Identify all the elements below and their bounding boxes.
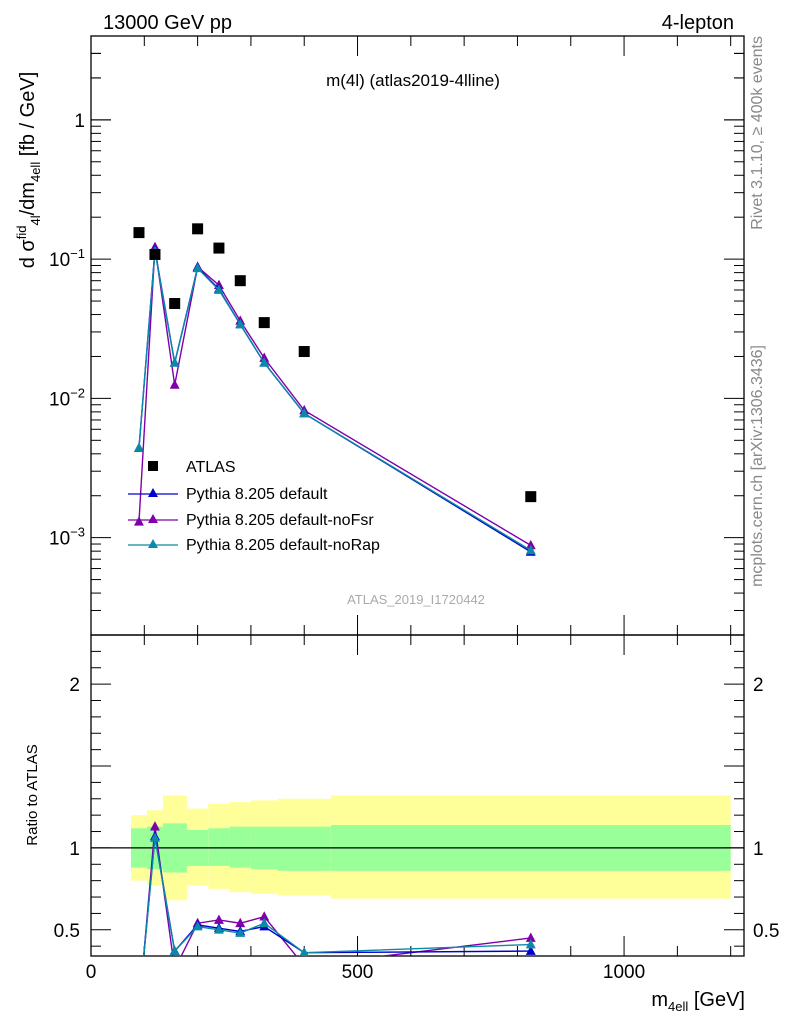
atlas-point [169, 298, 181, 310]
ratio-point-noFsr [525, 932, 536, 942]
ratio-point-noFsr [150, 821, 160, 831]
series-noRap [134, 245, 536, 555]
ratio-tick-label-right: 0.5 [753, 921, 779, 942]
ratio-point-noRap [235, 927, 246, 937]
series-point-noRap [134, 442, 144, 452]
legend-label-atlas: ATLAS [186, 459, 236, 476]
series-default [134, 244, 536, 556]
series-point-noRap [169, 357, 180, 367]
analysis-label: ATLAS_2019_I1720442 [347, 592, 485, 607]
series-point-noRap [299, 407, 310, 418]
series-point-noRap [213, 284, 224, 294]
atlas-point [213, 242, 225, 254]
series-line-default [138, 250, 532, 553]
series-point-noRap [192, 262, 203, 273]
atlas-point [258, 317, 270, 329]
atlas-point [192, 223, 204, 235]
series-point-noRap [259, 357, 270, 367]
ratio-point-noRap [192, 921, 203, 931]
ratio-point-noFsr [213, 914, 224, 924]
atlas-point [234, 275, 246, 287]
legend-marker-atlas [148, 461, 158, 471]
legend-marker-nofsr [148, 514, 158, 523]
ratio-point-noFsr [170, 964, 180, 973]
x-axis-label: m4ell [GeV] [651, 989, 745, 1014]
legend-marker-norap [148, 539, 158, 548]
ratio-point-noFsr [134, 1005, 144, 1014]
x-tick-label: 500 [342, 962, 374, 983]
ratio-tick-label-left: 2 [69, 675, 80, 696]
header-left: 13000 GeV pp [103, 12, 232, 34]
main-panel: 1 10−1 10−2 10−3 [49, 35, 745, 636]
series-line-noRap [138, 251, 532, 551]
legend: ATLAS Pythia 8.205 default Pythia 8.205 … [128, 459, 380, 554]
ratio-y-ticks: 0.5 0.5 1 1 2 2 [54, 650, 779, 947]
band-inner [277, 826, 331, 871]
ratio-tick-label-right: 2 [753, 675, 764, 696]
x-tick-label: 1000 [603, 962, 645, 983]
band-inner [208, 828, 230, 866]
mcplots-label: mcplots.cern.ch [arXiv:1306.3436] [749, 345, 766, 587]
y-tick-label: 10−1 [49, 246, 85, 271]
ratio-bands [130, 795, 731, 901]
ratio-point-noRap [259, 917, 270, 928]
ratio-panel: 0 500 1000 0.5 0.5 1 1 2 2 [54, 36, 779, 1014]
ratio-point-noRap [525, 939, 536, 949]
atlas-point [298, 346, 310, 358]
ratio-point-noFsr [259, 911, 270, 921]
y-tick-label: 10−3 [49, 525, 85, 550]
main-y-ticks: 1 10−1 10−2 10−3 [49, 35, 744, 636]
rivet-label: Rivet 3.1.10, ≥ 400k events [749, 36, 766, 230]
series-point-noFsr [169, 379, 180, 389]
ratio-point-default [525, 945, 536, 955]
ratio-point-noRap [299, 947, 309, 956]
ratio-point-default [134, 1001, 144, 1010]
legend-label-norap: Pythia 8.205 default-noRap [186, 537, 380, 554]
y-tick-label: 1 [74, 111, 85, 132]
ratio-point-noRap [150, 832, 160, 842]
band-inner [229, 826, 251, 868]
series-noFsr [134, 241, 536, 550]
ratio-tick-label-right: 1 [753, 839, 764, 860]
y-axis-label: d σfid4l/dm4ell [fb / GeV] [14, 72, 43, 269]
atlas-point [133, 227, 145, 239]
atlas-point [525, 491, 537, 503]
ratio-point-noFsr [235, 917, 246, 928]
legend-label-default: Pythia 8.205 default [186, 486, 328, 503]
series-point-noFsr [134, 516, 144, 526]
series-point-noRap [525, 544, 536, 555]
ratio-series-noRap [134, 832, 536, 1010]
header-right: 4-lepton [662, 12, 734, 34]
ratio-point-noRap [134, 1001, 144, 1010]
ratio-point-noRap [213, 924, 224, 934]
series-point-noRap [235, 318, 246, 329]
legend-marker-default [148, 488, 158, 497]
x-tick-label: 0 [86, 962, 97, 983]
y-tick-label: 10−2 [49, 385, 85, 410]
ratio-frame [90, 634, 745, 957]
atlas-data [133, 223, 537, 503]
atlas-point [149, 248, 161, 260]
ratio-tick-label-left: 0.5 [54, 921, 80, 942]
ratio-tick-label-left: 1 [69, 839, 80, 860]
plot-title: m(4l) (atlas2019-4lline) [326, 71, 500, 90]
ratio-axis-label: Ratio to ATLAS [24, 744, 41, 845]
series-point-noFsr [525, 539, 536, 550]
ratio-point-noRap [169, 945, 180, 955]
legend-label-nofsr: Pythia 8.205 default-noFsr [186, 512, 374, 529]
ratio-point-noFsr [299, 960, 309, 969]
